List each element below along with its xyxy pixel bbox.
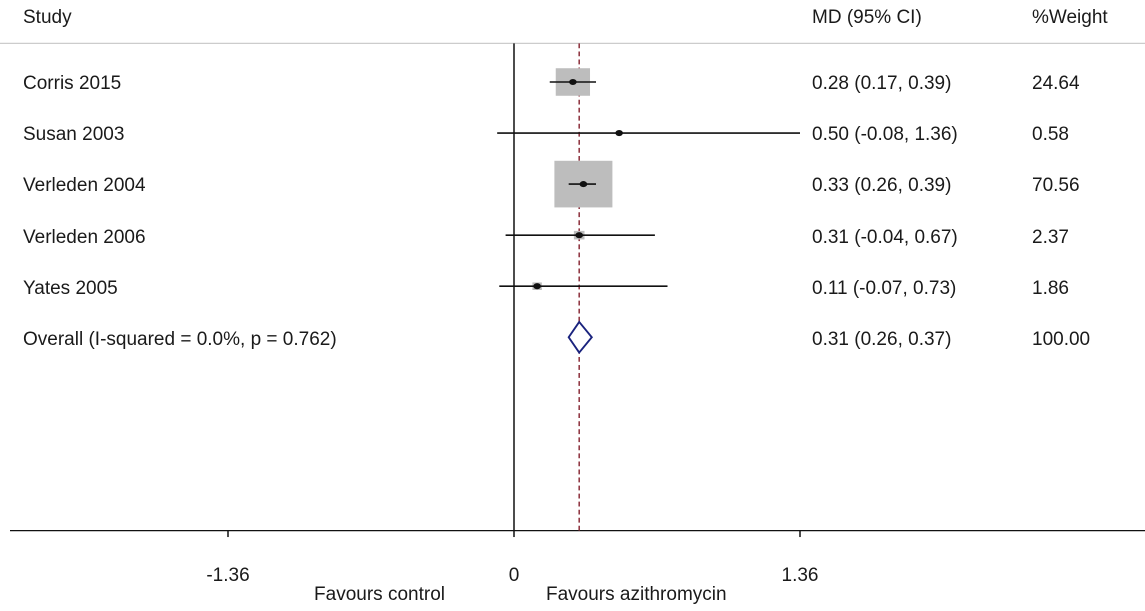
x-tick-label: 0	[508, 565, 520, 587]
study-marks	[227, 43, 801, 538]
favours-control-label: Favours control	[314, 584, 445, 606]
point-estimate	[579, 181, 588, 188]
study-name: Verleden 2006	[23, 226, 146, 248]
study-weight: 1.86	[1032, 277, 1069, 299]
study-column-header: Study	[23, 7, 72, 29]
study-ci: 0.50 (-0.08, 1.36)	[812, 124, 958, 146]
favours-treatment-label: Favours azithromycin	[546, 584, 727, 606]
overall-weight: 100.00	[1032, 328, 1091, 350]
study-weight: 2.37	[1032, 226, 1069, 248]
study-name: Yates 2005	[23, 277, 118, 299]
point-estimate	[533, 283, 541, 290]
weight-column-header: %Weight	[1032, 7, 1108, 29]
point-estimate	[615, 129, 623, 137]
study-weight: 0.58	[1032, 124, 1069, 146]
study-weight: 24.64	[1032, 73, 1080, 95]
study-ci: 0.28 (0.17, 0.39)	[812, 73, 952, 95]
overall-diamond	[567, 320, 594, 355]
point-estimate	[569, 78, 577, 86]
study-name: Verleden 2004	[23, 175, 146, 197]
study-name: Corris 2015	[23, 73, 122, 95]
study-ci: 0.33 (0.26, 0.39)	[812, 175, 952, 197]
study-name: Susan 2003	[23, 124, 125, 146]
x-tick-label: -1.36	[206, 565, 250, 587]
overall-ci: 0.31 (0.26, 0.37)	[812, 328, 952, 350]
study-ci: 0.31 (-0.04, 0.67)	[812, 226, 958, 248]
md-column-header: MD (95% CI)	[812, 7, 922, 29]
overall-label: Overall (I-squared = 0.0%, p = 0.762)	[23, 328, 337, 350]
study-ci: 0.11 (-0.07, 0.73)	[812, 277, 957, 299]
x-tick-label: 1.36	[781, 565, 819, 587]
study-weight: 70.56	[1032, 175, 1080, 197]
point-estimate	[575, 232, 583, 239]
